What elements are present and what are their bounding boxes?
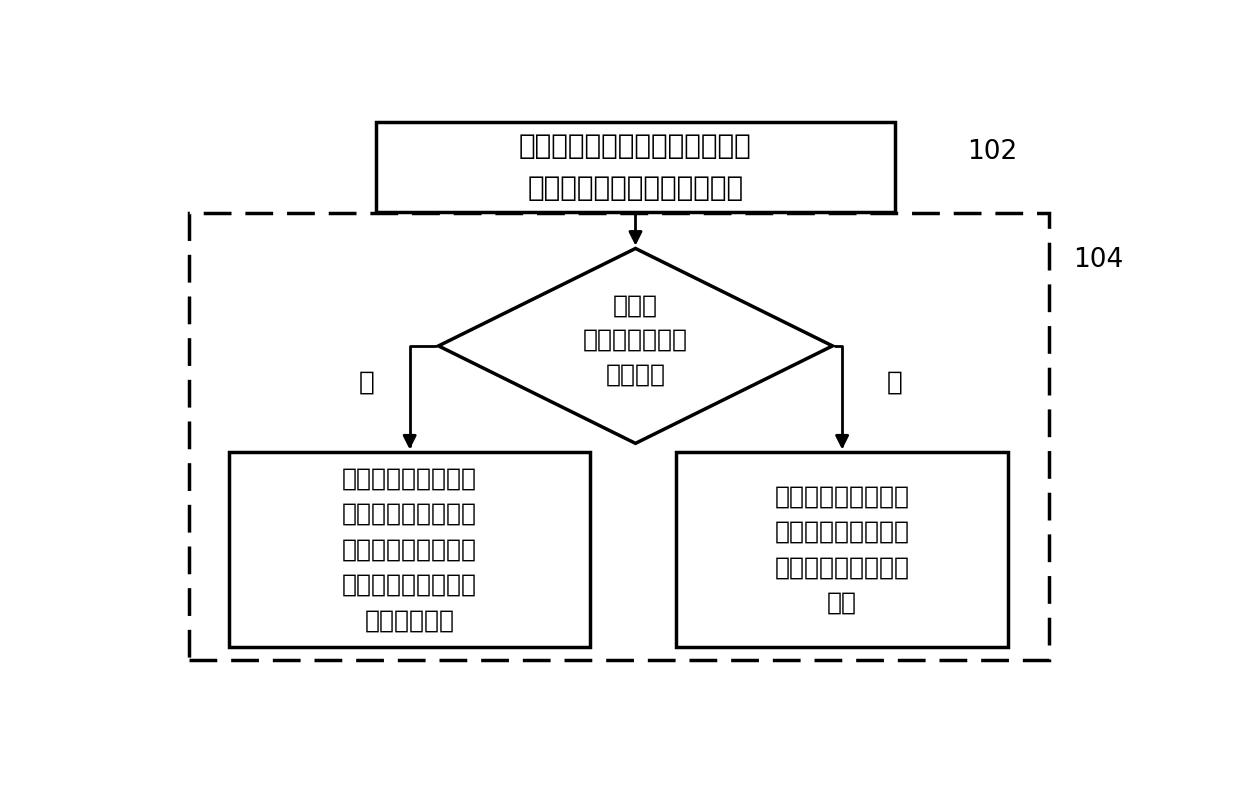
Bar <box>229 453 590 646</box>
Bar <box>376 123 895 211</box>
Text: 响应于触发网络速率调整的事件
获取网速控制功能的工作状态: 响应于触发网络速率调整的事件 获取网速控制功能的工作状态 <box>520 132 751 202</box>
Text: 基于用户在网速设置
界面上针对目标应用
设定的最大网络速率
调整目标应用的目标
最大网络速率: 基于用户在网速设置 界面上针对目标应用 设定的最大网络速率 调整目标应用的目标 … <box>342 467 477 632</box>
Text: 否: 否 <box>887 370 903 396</box>
Text: 网速控
制功能是否为开
启状态？: 网速控 制功能是否为开 启状态？ <box>583 293 688 386</box>
Bar <box>676 453 1008 646</box>
Bar <box>188 213 1049 661</box>
Text: 102: 102 <box>967 139 1017 165</box>
Text: 104: 104 <box>1073 247 1123 272</box>
Text: 基于目标应用的目标
传输场景，调整目标
应用的目标最大网络
速率: 基于目标应用的目标 传输场景，调整目标 应用的目标最大网络 速率 <box>775 485 910 614</box>
Text: 是: 是 <box>358 370 374 396</box>
Polygon shape <box>439 248 832 444</box>
